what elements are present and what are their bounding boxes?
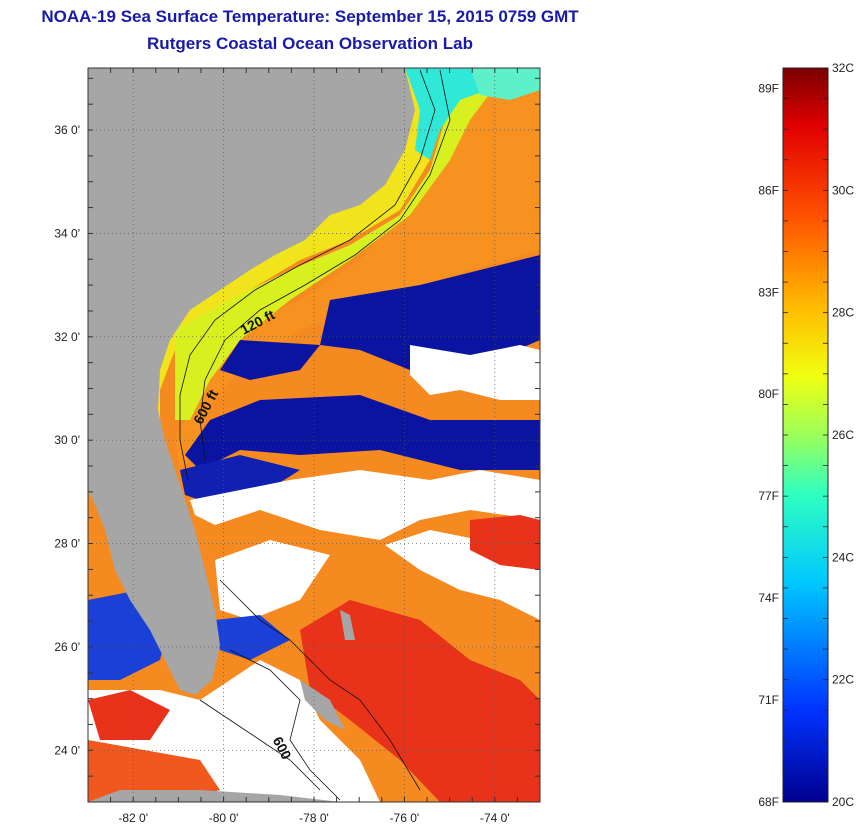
map-subtitle: Rutgers Coastal Ocean Observation Lab bbox=[147, 34, 473, 53]
colorbar-fahrenheit-label: 68F bbox=[758, 795, 779, 809]
colorbar-celsius-label: 20C bbox=[832, 795, 854, 809]
shelf-yellow-band bbox=[148, 68, 440, 440]
cloud-band-florida bbox=[185, 395, 540, 470]
land-us-southeast bbox=[88, 68, 415, 695]
colorbar-celsius-label: 22C bbox=[832, 673, 854, 687]
x-tick-label: -82 0' bbox=[118, 811, 148, 825]
colorbar-fahrenheit-label: 77F bbox=[758, 489, 779, 503]
colorbar-fahrenheit-label: 86F bbox=[758, 183, 779, 197]
map-title: NOAA-19 Sea Surface Temperature: Septemb… bbox=[41, 7, 579, 26]
cool-offshore-water bbox=[470, 68, 540, 100]
y-tick-label: 34 0' bbox=[54, 226, 80, 240]
colorbar-celsius-label: 32C bbox=[832, 61, 854, 75]
warm-water-gulf bbox=[88, 690, 170, 740]
y-tick-label: 30 0' bbox=[54, 433, 80, 447]
warm-water-bahamas bbox=[300, 600, 540, 802]
cloud-white-central bbox=[190, 470, 540, 540]
x-tick-label: -74 0' bbox=[480, 811, 510, 825]
land-bahamas-island-1 bbox=[340, 610, 355, 640]
y-tick-label: 24 0' bbox=[54, 743, 80, 757]
colorbar-fahrenheit-label: 89F bbox=[758, 81, 779, 95]
colorbar-celsius-label: 26C bbox=[832, 428, 854, 442]
colorbar-labels: 32C 30C 28C 26C 24C 22C 20C 89F 86F 83F 80F 77F 74F 7… bbox=[758, 61, 854, 809]
colorbar-celsius-label: 28C bbox=[832, 306, 854, 320]
warm-water-east bbox=[470, 515, 540, 570]
y-tick-label: 36 0' bbox=[54, 123, 80, 137]
shelf-yellow-green-band bbox=[175, 70, 500, 420]
warm-water-strait bbox=[88, 740, 220, 802]
cool-coastal-water bbox=[405, 68, 520, 160]
x-tick-label: -76 0' bbox=[390, 811, 420, 825]
colorbar-fahrenheit-label: 83F bbox=[758, 285, 779, 299]
colorbar-celsius-label: 24C bbox=[832, 550, 854, 564]
x-tick-label: -80 0' bbox=[209, 811, 239, 825]
bathymetry-contours bbox=[179, 69, 451, 801]
cloud-band-north bbox=[320, 255, 540, 370]
cool-patch-bahamas bbox=[215, 615, 290, 660]
x-tick-label: -78 0' bbox=[299, 811, 329, 825]
cloud-white-north bbox=[410, 345, 540, 400]
x-axis-tick-labels: -82 0' -80 0' -78 0' -76 0' -74 0' bbox=[118, 811, 509, 825]
y-tick-label: 26 0' bbox=[54, 640, 80, 654]
land-cuba bbox=[88, 790, 340, 802]
gulf-stream-warm-band bbox=[175, 68, 540, 470]
land-bahamas-island-2 bbox=[300, 680, 345, 730]
y-axis-tick-labels: 36 0' 34 0' 32 0' 30 0' 28 0' 26 0' 24 0' bbox=[54, 123, 80, 757]
y-tick-label: 28 0' bbox=[54, 537, 80, 551]
colorbar bbox=[782, 67, 829, 803]
colorbar-fahrenheit-label: 71F bbox=[758, 693, 779, 707]
colorbar-fahrenheit-label: 80F bbox=[758, 387, 779, 401]
axis-ticks bbox=[87, 68, 541, 803]
graticule bbox=[88, 68, 540, 802]
cloud-patch-georgia bbox=[220, 340, 320, 380]
y-tick-label: 32 0' bbox=[54, 330, 80, 344]
colorbar-fahrenheit-label: 74F bbox=[758, 591, 779, 605]
colorbar-ticks bbox=[783, 67, 828, 803]
colorbar-celsius-label: 30C bbox=[832, 183, 854, 197]
cloud-white-bahamas bbox=[215, 540, 330, 620]
